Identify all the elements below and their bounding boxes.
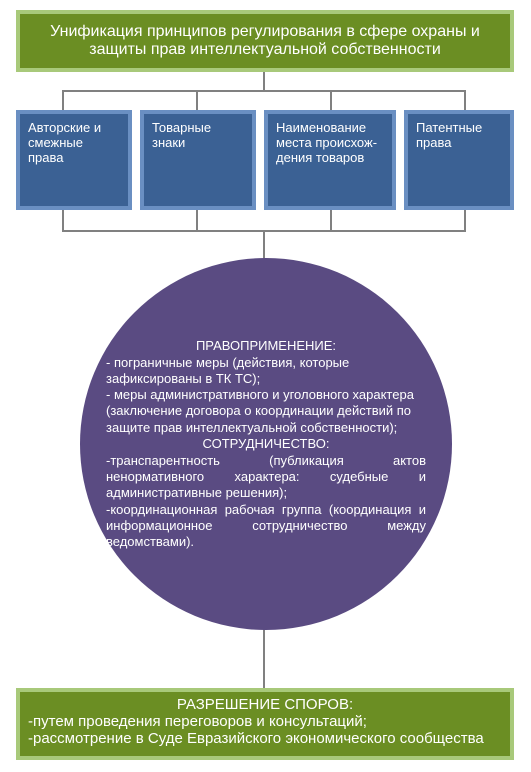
category-text: Товарные знаки: [152, 120, 244, 150]
conn-drop4: [464, 90, 466, 110]
category-box-0: Авторские и смежные права: [16, 110, 132, 210]
footer-box: РАЗРЕШЕНИЕ СПОРОВ: -путем проведения пер…: [16, 688, 514, 760]
category-box-1: Товарные знаки: [140, 110, 256, 210]
category-text: Патентные права: [416, 120, 502, 150]
circle-line: - пограничные меры (действия, которые за…: [106, 355, 426, 388]
header-box: Унификация принципов регулирования в сфе…: [16, 10, 514, 72]
conn-drop2: [196, 90, 198, 110]
conn-to-circle: [263, 230, 265, 260]
conn-main-stem: [263, 72, 265, 90]
conn-rise2: [196, 210, 198, 230]
conn-rise4: [464, 210, 466, 230]
circle-line: - меры административного и уголовного ха…: [106, 387, 426, 436]
header-text: Унификация принципов регулирования в сфе…: [32, 23, 498, 59]
category-text: Наименование места происхож­дения товаро…: [276, 120, 384, 165]
conn-drop1: [62, 90, 64, 110]
circle-heading-1: СОТРУДНИЧЕСТВО:: [106, 436, 426, 451]
circle-line: -транспарентность (публикация актов нено…: [106, 453, 426, 502]
conn-rise1: [62, 210, 64, 230]
footer-line: -путем проведения переговоров и консульт…: [28, 713, 502, 730]
conn-circle-footer: [263, 628, 265, 688]
category-text: Авторские и смежные права: [28, 120, 120, 165]
footer-title: РАЗРЕШЕНИЕ СПОРОВ:: [28, 696, 502, 713]
footer-line: -рассмотрение в Суде Евразийского эконом…: [28, 730, 502, 747]
conn-h-bar: [62, 90, 466, 92]
circle-line: -координационная рабочая группа (координ…: [106, 502, 426, 551]
circle-heading-0: ПРАВОПРИМЕНЕНИЕ:: [106, 338, 426, 353]
center-circle: ПРАВОПРИМЕНЕНИЕ: - пограничные меры (дей…: [80, 258, 452, 630]
conn-rise3: [330, 210, 332, 230]
conn-drop3: [330, 90, 332, 110]
category-box-2: Наименование места происхож­дения товаро…: [264, 110, 396, 210]
category-box-3: Патентные права: [404, 110, 514, 210]
